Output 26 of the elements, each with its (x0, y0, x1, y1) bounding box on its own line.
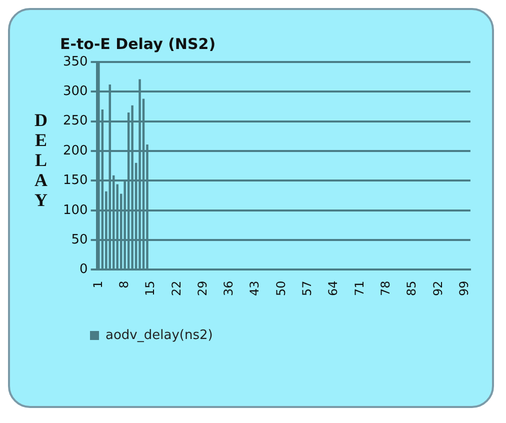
x-tick-label: 8 (116, 280, 131, 288)
x-tick-label: 78 (378, 280, 392, 296)
x-tick-label: 50 (274, 280, 288, 296)
y-tick-label: 100 (62, 202, 88, 218)
legend-label: aodv_delay(ns2) (106, 328, 213, 343)
x-tick-label: 36 (222, 280, 236, 296)
x-tick-label: 85 (404, 280, 419, 296)
x-tick-label: 15 (143, 280, 158, 296)
y-tick-label: 200 (62, 143, 88, 158)
y-tick-label: 250 (62, 114, 88, 129)
x-tick-label: 71 (352, 280, 366, 296)
x-tick-label: 57 (300, 280, 314, 296)
y-tick-label: 150 (62, 173, 88, 188)
x-tick-label: 43 (248, 280, 262, 296)
x-tick-label: 29 (195, 280, 210, 296)
x-tick-label: 99 (456, 280, 471, 296)
y-tick-label: 50 (71, 232, 88, 248)
chart-title: E-to-E Delay (NS2) (60, 34, 216, 53)
x-tick-label: 64 (326, 280, 340, 296)
x-tick-label: 92 (430, 280, 445, 296)
y-tick-label: 350 (62, 54, 88, 70)
y-tick-label: 0 (80, 262, 88, 278)
y-tick-label: 300 (62, 84, 88, 100)
y-axis-title: DELAY (34, 110, 48, 210)
x-tick-label: 1 (90, 280, 105, 288)
x-tick-label: 22 (169, 280, 184, 296)
